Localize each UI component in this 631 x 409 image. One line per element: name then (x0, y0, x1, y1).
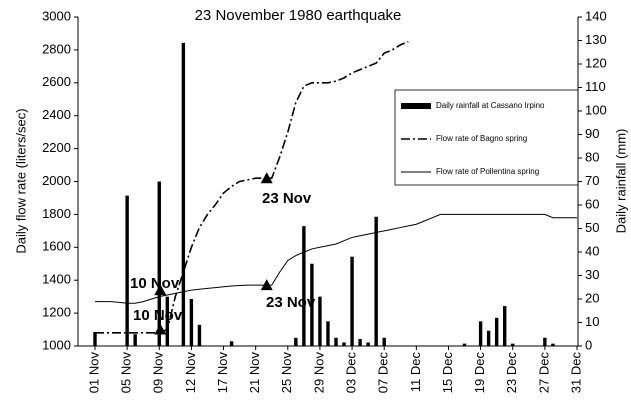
bar (326, 321, 330, 346)
x-tick-label: 03 Dec (344, 352, 359, 394)
bar (350, 256, 354, 346)
y2-axis-title: Daily rainfall (mm) (613, 129, 628, 234)
y-tick-label: 2600 (42, 74, 71, 89)
bar (229, 341, 234, 346)
x-tick-label: 05 Nov (119, 352, 134, 394)
x-tick-label: 23 Dec (504, 352, 519, 394)
x-tick-label: 07 Dec (376, 352, 391, 394)
annotation-label: 23 Nov (262, 190, 312, 207)
y-tick-label: 1000 (42, 337, 71, 352)
y2-tick-label: 10 (585, 314, 599, 329)
bar (157, 181, 161, 346)
y-tick-label: 1200 (42, 305, 71, 320)
y2-tick-label: 80 (585, 149, 599, 164)
bar (318, 296, 322, 346)
bar (478, 321, 483, 346)
bar (382, 337, 386, 346)
legend-label: Flow rate of Pollentina spring (436, 167, 539, 176)
bar (366, 342, 370, 346)
legend-label: Flow rate of Bagno spring (436, 134, 527, 143)
y2-tick-label: 20 (585, 290, 599, 305)
line (95, 40, 409, 334)
bar (133, 334, 137, 346)
y-tick-label: 2200 (42, 140, 71, 155)
line (95, 213, 577, 304)
bar (334, 337, 338, 346)
y2-tick-label: 100 (585, 102, 607, 117)
annotation-marker (154, 284, 167, 296)
bar (165, 296, 169, 346)
x-tick-label: 29 Nov (311, 352, 326, 394)
y2-tick-label: 110 (585, 79, 606, 94)
bar (486, 330, 491, 346)
x-tick-label: 21 Nov (247, 352, 262, 394)
y-tick-label: 3000 (42, 8, 71, 23)
bar (494, 317, 499, 346)
y2-tick-label: 90 (585, 126, 599, 141)
y2-tick-label: 60 (585, 196, 599, 211)
x-tick-label: 01 Nov (86, 352, 101, 394)
bar (93, 331, 97, 346)
annotation-label: 23 Nov (266, 294, 316, 311)
y-tick-label: 2800 (42, 41, 71, 56)
y2-tick-label: 40 (585, 243, 599, 258)
annotation-label: 10 Nov (130, 275, 180, 292)
bar (310, 263, 314, 346)
y2-tick-label: 130 (585, 32, 607, 47)
x-tick-label: 25 Nov (279, 352, 294, 394)
y-tick-label: 1800 (42, 206, 71, 221)
bar (181, 42, 186, 346)
annotation-marker (154, 323, 167, 335)
bar (302, 226, 306, 346)
x-tick-label: 19 Dec (472, 352, 487, 394)
chart-title: 23 November 1980 earthquake (195, 7, 402, 24)
y2-tick-label: 30 (585, 267, 599, 282)
bar (294, 337, 298, 346)
x-tick-label: 27 Dec (536, 352, 551, 394)
y-tick-label: 1400 (42, 272, 71, 287)
annotation-label: 10 Nov (133, 307, 183, 324)
y2-tick-label: 70 (585, 173, 599, 188)
y-tick-label: 1600 (42, 239, 71, 254)
legend-label: Daily rainfall at Cassano Irpino (436, 101, 545, 110)
bar (342, 342, 346, 346)
x-tick-label: 11 Dec (408, 352, 423, 393)
bar (511, 343, 515, 346)
bar (125, 195, 129, 346)
annotation-marker (260, 172, 273, 184)
y-tick-label: 2000 (42, 173, 71, 188)
bar (462, 343, 467, 346)
x-tick-label: 12 Nov (183, 352, 198, 394)
bar (197, 324, 202, 346)
bar (189, 299, 194, 346)
y2-tick-label: 120 (585, 55, 607, 70)
bar (358, 338, 362, 346)
bar (551, 343, 555, 346)
annotation-marker (260, 279, 273, 291)
bar (374, 216, 378, 346)
y-axis-title: Daily flow rate (liters/sec) (13, 108, 28, 253)
y2-tick-label: 0 (585, 337, 592, 352)
legend-swatch (401, 103, 431, 109)
bar (543, 337, 547, 346)
y-tick-label: 2400 (42, 107, 71, 122)
bar (503, 306, 507, 346)
x-tick-label: 09 Nov (151, 352, 166, 394)
x-tick-label: 15 Dec (440, 352, 455, 394)
y2-tick-label: 140 (585, 8, 607, 23)
y2-tick-label: 50 (585, 220, 599, 235)
x-tick-label: 31 Dec (568, 352, 583, 394)
x-tick-label: 17 Nov (215, 352, 230, 394)
